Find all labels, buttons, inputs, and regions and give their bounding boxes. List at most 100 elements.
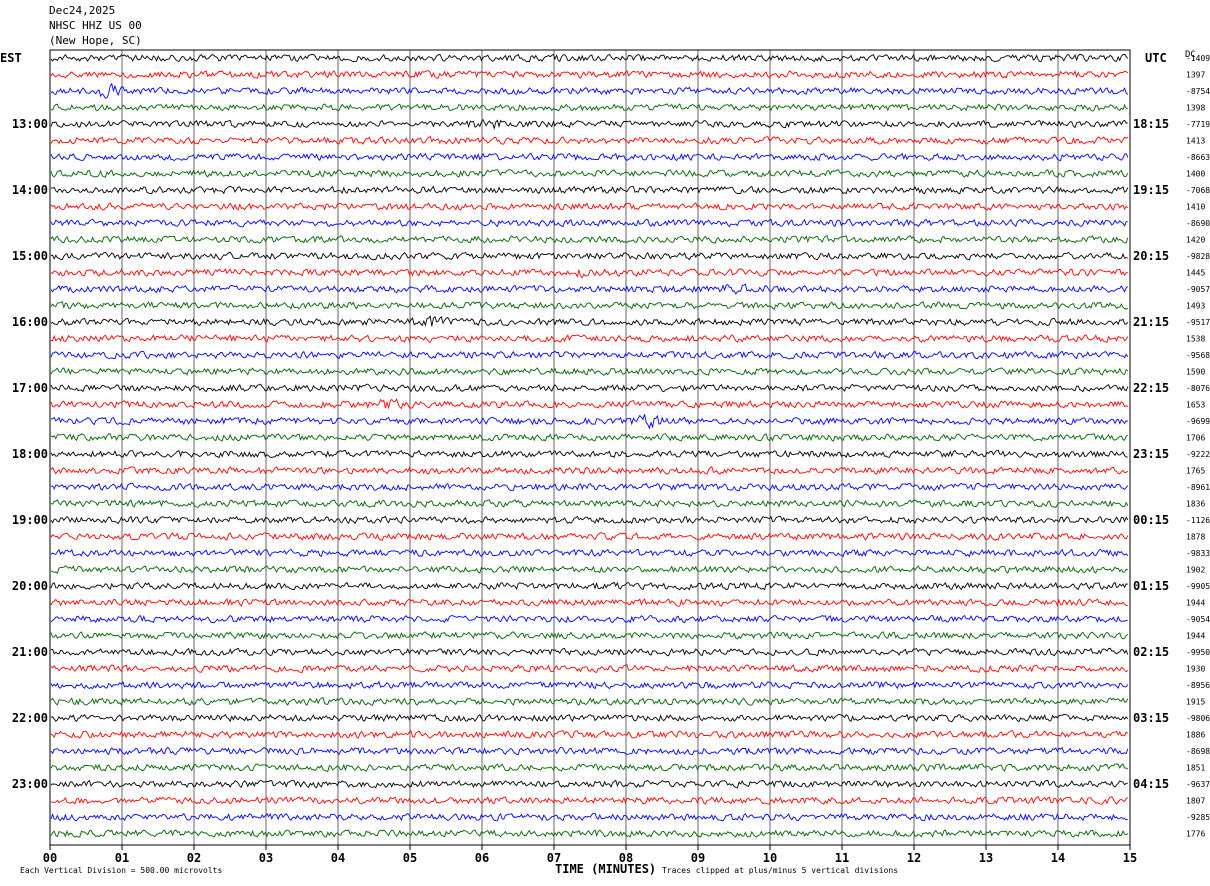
dc-offset-label: -9222: [1186, 450, 1210, 459]
left-hour-label: 16:00: [12, 315, 48, 329]
seismic-trace: [50, 334, 1129, 343]
left-hour-label: 14:00: [12, 183, 48, 197]
seismic-trace: [50, 169, 1129, 178]
axis-labels: 00 01 02 03 04 05 06 07 08 09 10 11 12 13 14 15 -1409 139…: [12, 54, 1210, 865]
seismic-trace: [50, 664, 1129, 674]
dc-offset-label: 1915: [1186, 698, 1205, 707]
seismic-trace: [50, 350, 1129, 360]
right-hour-label: 23:15: [1133, 447, 1169, 461]
x-tick-label: 13: [979, 851, 993, 865]
dc-offset-label: -7719: [1186, 120, 1210, 129]
seismic-trace: [50, 631, 1129, 640]
dc-offset-label: 1398: [1186, 104, 1205, 113]
x-tick-label: 00: [43, 851, 57, 865]
x-tick-label: 05: [403, 851, 417, 865]
chart-date: Dec24,2025: [49, 4, 116, 17]
plot-frame: [49, 49, 1131, 846]
x-axis-title: TIME (MINUTES): [555, 862, 657, 876]
x-tick-label: 06: [475, 851, 489, 865]
left-hour-label: 13:00: [12, 117, 48, 131]
seismic-trace: [50, 383, 1129, 393]
dc-offset-label: 1590: [1186, 368, 1205, 377]
dc-offset-header: DC: [1185, 50, 1196, 60]
left-hour-label: 20:00: [12, 579, 48, 593]
x-tick-label: 07: [547, 851, 561, 865]
right-hour-label: 02:15: [1133, 645, 1169, 659]
x-tick-label: 04: [331, 851, 345, 865]
dc-offset-label: -7068: [1186, 186, 1210, 195]
seismic-trace: [50, 532, 1129, 541]
x-tick-label: 10: [763, 851, 777, 865]
seismic-trace: [50, 581, 1128, 591]
dc-offset-label: 1944: [1186, 632, 1205, 641]
seismic-trace: [50, 283, 1129, 295]
seismic-trace: [50, 118, 1128, 130]
clipping-note: Traces clipped at plus/minus 5 vertical …: [662, 866, 899, 875]
right-hour-label: 21:15: [1133, 315, 1169, 329]
dc-offset-label: 1653: [1186, 401, 1205, 410]
x-tick-label: 15: [1123, 851, 1137, 865]
dc-offset-label: 1765: [1186, 467, 1205, 476]
dc-offset-label: 1776: [1186, 830, 1205, 839]
dc-offset-label: -8690: [1186, 219, 1210, 228]
dc-offset-label: -9833: [1186, 549, 1210, 558]
left-hour-label: 22:00: [12, 711, 48, 725]
seismic-trace: [50, 466, 1129, 475]
dc-offset-label: 1944: [1186, 599, 1205, 608]
seismic-traces: [50, 53, 1129, 838]
seismic-trace: [50, 70, 1129, 79]
right-hour-label: 04:15: [1133, 777, 1169, 791]
right-hour-label: 20:15: [1133, 249, 1169, 263]
right-hour-label: 01:15: [1133, 579, 1169, 593]
dc-offset-label: 1420: [1186, 236, 1205, 245]
dc-offset-label: -9057: [1186, 285, 1210, 294]
seismic-trace: [51, 185, 1129, 195]
station-location: (New Hope, SC): [49, 34, 142, 47]
seismic-trace: [50, 218, 1128, 228]
seismic-trace: [50, 763, 1129, 772]
seismic-trace: [50, 647, 1129, 657]
dc-offset-label: 1538: [1186, 335, 1205, 344]
dc-offset-label: 1836: [1186, 500, 1205, 509]
seismic-trace: [50, 779, 1128, 789]
plot-grid: [49, 49, 1131, 850]
dc-offset-label: -8663: [1186, 153, 1210, 162]
dc-offset-label: 1445: [1186, 269, 1205, 278]
dc-offset-label: -9285: [1186, 813, 1210, 822]
left-hour-label: 15:00: [12, 249, 48, 263]
seismic-trace: [50, 235, 1129, 244]
dc-offset-label: 1493: [1186, 302, 1205, 311]
right-timezone-label: UTC: [1145, 51, 1167, 65]
dc-offset-label: -9950: [1186, 648, 1210, 657]
seismic-trace: [50, 152, 1129, 162]
right-hour-label: 03:15: [1133, 711, 1169, 725]
dc-offset-label: -9806: [1186, 714, 1210, 723]
seismic-trace: [50, 202, 1129, 211]
seismic-trace: [50, 614, 1128, 624]
seismic-trace: [50, 730, 1129, 739]
right-hour-label: 00:15: [1133, 513, 1169, 527]
seismic-trace: [50, 367, 1129, 376]
dc-offset-label: 1878: [1186, 533, 1205, 542]
dc-offset-label: -8961: [1186, 483, 1210, 492]
seismic-trace: [50, 136, 1129, 145]
seismic-trace: [50, 268, 1128, 279]
dc-offset-label: 1902: [1186, 566, 1205, 575]
seismic-trace: [50, 398, 1129, 410]
left-hour-label: 17:00: [12, 381, 48, 395]
seismic-trace: [50, 796, 1129, 805]
seismic-trace: [50, 433, 1129, 442]
dc-offset-label: 1413: [1186, 137, 1205, 146]
seismic-trace: [50, 598, 1129, 607]
seismic-trace: [50, 680, 1129, 690]
dc-offset-label: -9517: [1186, 318, 1210, 327]
right-hour-label: 19:15: [1133, 183, 1169, 197]
seismic-trace: [50, 812, 1128, 822]
left-hour-label: 18:00: [12, 447, 48, 461]
seismic-trace: [50, 251, 1128, 261]
dc-offset-label: -8698: [1186, 747, 1210, 756]
left-hour-label: 23:00: [12, 777, 48, 791]
x-tick-label: 11: [835, 851, 849, 865]
x-tick-label: 08: [619, 851, 633, 865]
seismic-trace: [50, 713, 1129, 723]
